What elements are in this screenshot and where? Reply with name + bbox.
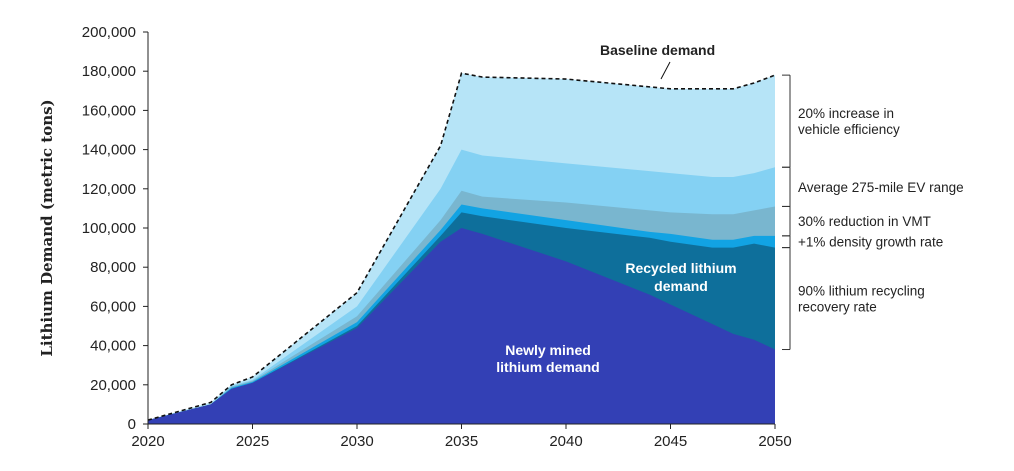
y-tick-label: 180,000 [82,63,136,80]
baseline-leader-line [660,61,671,80]
y-tick-label: 40,000 [90,338,136,355]
annotation-label: 90% lithium recycling [798,284,925,299]
recycled-label-line2: demand [654,278,708,294]
y-tick-label: 120,000 [82,181,136,198]
y-tick-label: 60,000 [90,298,136,315]
baseline-demand-line [147,72,776,421]
annotation-label: 30% reduction in VMT [798,214,931,229]
x-tick-label: 2030 [340,433,373,450]
x-tick-label: 2040 [549,433,582,450]
axes: 0 20,000 40,000 60,000 80,000 100,000 120,000 1… [82,24,792,450]
recycled-label-line1: Recycled lithium [625,260,736,276]
y-axis-label: Lithium Demand (metric tons) [38,99,56,356]
y-tick-label: 20,000 [90,377,136,394]
newly-mined-label-line2: lithium demand [496,359,599,375]
area-layers [148,73,775,424]
annotation-label: recovery rate [798,300,877,315]
area-newly-mined-lithium-demand [148,228,775,424]
y-tick-label: 160,000 [82,102,136,119]
annotation-label: +1% density growth rate [798,235,943,250]
x-tick-label: 2020 [131,433,164,450]
y-tick-label: 200,000 [82,24,136,41]
y-tick-label: 0 [128,416,136,433]
x-tick-label: 2035 [445,433,478,450]
y-tick-label: 80,000 [90,259,136,276]
x-tick-label: 2045 [654,433,687,450]
y-tick-label: 100,000 [82,220,136,237]
annotation-label: vehicle efficiency [798,122,900,137]
y-tick-label: 140,000 [82,142,136,159]
annotation-label: 20% increase in [798,106,894,121]
annotation-label: Average 275-mile EV range [798,180,964,195]
x-tick-label: 2025 [236,433,269,450]
baseline-demand-label: Baseline demand [600,42,715,58]
newly-mined-label-line1: Newly mined [505,342,591,358]
x-tick-label: 2050 [758,433,791,450]
